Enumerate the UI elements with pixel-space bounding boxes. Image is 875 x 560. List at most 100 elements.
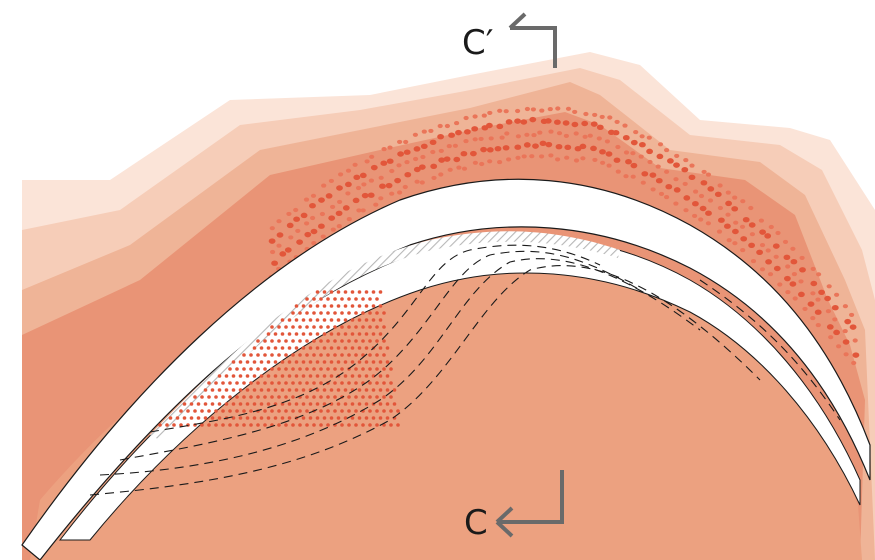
- cell-dot: [350, 416, 355, 420]
- cell-dot: [304, 231, 312, 238]
- cell-dot: [714, 191, 722, 198]
- cell-dot: [287, 360, 292, 364]
- cell-dot: [333, 409, 337, 413]
- cell-dot: [381, 147, 387, 152]
- cell-dot: [336, 185, 343, 191]
- cell-dot: [196, 402, 201, 406]
- cell-dot: [315, 360, 320, 364]
- cell-dot: [792, 296, 798, 301]
- cell-dot: [375, 395, 379, 399]
- cell-dot: [340, 325, 344, 329]
- cell-dot: [326, 395, 330, 399]
- cell-dot: [284, 395, 288, 399]
- cell-dot: [497, 160, 503, 165]
- cell-dot: [319, 211, 325, 217]
- cell-dot: [245, 360, 250, 364]
- cell-dot: [263, 395, 267, 399]
- cell-dot: [369, 154, 375, 159]
- cell-dot: [326, 339, 330, 343]
- cell-dot: [630, 162, 638, 169]
- cell-dot: [555, 143, 563, 150]
- cell-dot: [300, 212, 308, 219]
- cell-dot: [319, 311, 323, 315]
- cell-dot: [532, 143, 539, 149]
- cell-dot: [600, 160, 606, 165]
- cell-dot: [361, 423, 365, 427]
- cell-dot: [319, 367, 323, 371]
- cell-dot: [844, 318, 852, 325]
- cell-dot: [368, 311, 372, 315]
- cell-dot: [329, 318, 334, 322]
- cell-dot: [725, 200, 732, 207]
- cell-dot: [852, 352, 860, 358]
- cell-dot: [287, 388, 292, 392]
- cell-dot: [312, 353, 316, 357]
- cell-dot: [630, 174, 636, 179]
- cell-dot: [322, 374, 327, 378]
- cell-dot: [315, 304, 320, 308]
- cell-dot: [403, 149, 411, 155]
- cell-dot: [273, 388, 278, 392]
- cell-dot: [790, 258, 798, 265]
- cell-dot: [200, 423, 204, 427]
- cell-dot: [707, 186, 715, 192]
- cell-dot: [375, 297, 379, 301]
- cell-dot: [294, 332, 299, 336]
- cell-dot: [345, 191, 351, 196]
- cell-dot: [312, 381, 316, 385]
- cell-dot: [312, 395, 316, 399]
- cell-dot: [305, 325, 309, 329]
- cell-dot: [315, 416, 320, 420]
- cell-dot: [270, 325, 274, 329]
- cell-dot: [266, 374, 271, 378]
- cell-dot: [539, 140, 547, 147]
- cell-dot: [263, 409, 267, 413]
- cell-dot: [389, 191, 395, 196]
- cell-dot: [765, 248, 771, 253]
- cell-dot: [217, 416, 222, 420]
- cell-dot: [294, 360, 299, 364]
- cell-dot: [732, 195, 738, 200]
- cell-dot: [298, 311, 302, 315]
- cell-dot: [791, 272, 798, 277]
- cell-dot: [322, 346, 327, 350]
- cell-dot: [453, 156, 461, 163]
- cell-dot: [664, 195, 670, 200]
- cell-dot: [497, 108, 503, 113]
- cell-dot: [361, 182, 367, 187]
- cell-dot: [681, 166, 689, 173]
- cell-dot: [592, 157, 598, 162]
- cell-dot: [286, 222, 294, 229]
- cell-dot: [303, 197, 310, 202]
- cell-dot: [403, 139, 409, 145]
- cell-dot: [286, 211, 292, 216]
- cell-dot: [574, 145, 582, 152]
- cell-dot: [228, 409, 232, 413]
- cell-dot: [256, 381, 260, 385]
- cell-dot: [733, 220, 739, 225]
- cell-dot: [217, 402, 222, 406]
- cell-dot: [277, 367, 281, 371]
- cell-dot: [785, 264, 791, 269]
- cell-dot: [748, 222, 756, 228]
- cell-dot: [326, 311, 330, 315]
- cell-dot: [186, 409, 190, 413]
- cell-dot: [378, 374, 383, 378]
- cell-dot: [378, 304, 383, 308]
- cell-dot: [385, 388, 390, 392]
- cell-dot: [756, 249, 763, 256]
- cell-dot: [749, 232, 756, 237]
- cell-dot: [514, 118, 521, 124]
- cell-dot: [329, 360, 334, 364]
- cell-dot: [259, 360, 264, 364]
- cell-dot: [371, 318, 376, 322]
- cell-dot: [657, 142, 664, 147]
- cell-dot: [210, 416, 215, 420]
- cell-dot: [291, 325, 295, 329]
- cell-dot: [515, 134, 522, 139]
- cell-dot: [810, 316, 816, 321]
- cell-dot: [347, 381, 351, 385]
- cell-dot: [284, 409, 288, 413]
- cell-dot: [622, 123, 628, 128]
- cell-dot: [364, 159, 370, 164]
